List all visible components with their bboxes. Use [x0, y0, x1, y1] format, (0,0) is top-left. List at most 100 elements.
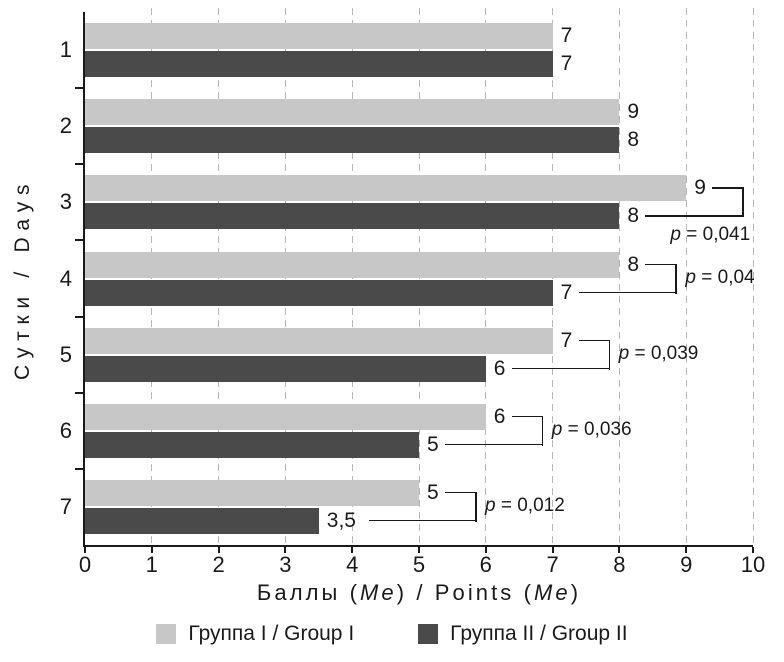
x-tick-label: 6 [479, 552, 492, 577]
bar-group1-day3 [85, 175, 687, 202]
y-axis-tick [75, 163, 83, 166]
bar-group2-day4 [85, 279, 553, 306]
x-axis-title-part: ) / Points ( [396, 580, 534, 605]
legend-item-group1: Группа I / Group I [156, 622, 354, 646]
y-axis-tick [75, 239, 83, 242]
legend-label-group2: Группа II / Group II [450, 622, 628, 645]
bar-group1-day1 [85, 23, 553, 50]
legend-label-group1: Группа I / Group I [188, 622, 355, 645]
bar-value-label: 7 [560, 52, 573, 76]
x-axis-tick [351, 547, 354, 553]
p-bracket-vertical [742, 187, 744, 218]
x-axis-tick [217, 547, 220, 553]
x-axis-tick [284, 547, 287, 553]
x-tick-label: 9 [680, 552, 693, 577]
bar-value-label: 7 [560, 328, 573, 352]
bar-value-label: 7 [560, 280, 573, 304]
x-axis-title-part: ) [570, 580, 582, 605]
y-tick-label: 7 [59, 493, 72, 519]
y-tick-label: 1 [59, 37, 72, 63]
bar-value-label: 9 [694, 176, 706, 200]
p-bracket-vertical [608, 339, 611, 370]
x-axis-tick [84, 547, 86, 553]
group2-swatch-icon [418, 624, 439, 644]
legend: Группа I / Group I Группа II / Group II [0, 622, 784, 646]
y-axis-line [83, 12, 85, 545]
x-axis-tick [484, 547, 487, 553]
y-axis-tick [75, 467, 83, 470]
bar-value-label: 8 [627, 204, 640, 228]
y-tick-label: 4 [59, 265, 72, 291]
bar-value-label: 9 [627, 100, 640, 124]
bar-group2-day5 [85, 355, 486, 382]
p-value-label: p = 0,04 [685, 266, 755, 288]
bar-group1-day5 [85, 327, 553, 354]
p-bracket-bottom [368, 519, 477, 522]
x-axis-tick [551, 547, 554, 553]
p-bracket-vertical [675, 263, 677, 294]
bar-value-label: 5 [427, 432, 439, 456]
bar-value-label: 6 [493, 356, 506, 380]
p-bracket-top [445, 491, 477, 494]
x-axis-tick [418, 547, 420, 553]
p-value-label: p = 0,039 [618, 342, 699, 364]
gridline-x10 [752, 8, 754, 545]
x-axis-tick [752, 547, 754, 553]
p-bracket-vertical [475, 491, 477, 522]
y-axis-tick [75, 391, 83, 394]
p-bracket-top [578, 339, 611, 342]
bar-group1-day4 [85, 251, 620, 278]
p-bracket-bottom [645, 215, 744, 217]
gridline-x8 [618, 8, 620, 545]
x-axis-title: Баллы (Me) / Points (Me) [85, 580, 753, 606]
bar-group2-day1 [85, 51, 553, 78]
x-axis-title-part: Баллы ( [256, 580, 361, 605]
bar-value-label: 7 [560, 24, 573, 48]
bar-group2-day2 [85, 127, 620, 154]
p-bracket-top [712, 187, 744, 189]
x-axis-line [83, 545, 753, 547]
p-value-label: p = 0,012 [485, 494, 565, 516]
y-tick-label: 6 [59, 417, 72, 443]
legend-item-group2: Группа II / Group II [418, 622, 628, 646]
x-axis-tick [150, 547, 153, 553]
x-axis-title-italic-part: Me [360, 580, 397, 605]
x-tick-label: 2 [212, 552, 225, 577]
y-axis-tick [75, 315, 83, 318]
gridline-x9 [685, 8, 687, 545]
y-tick-label: 3 [59, 189, 72, 215]
x-tick-label: 3 [279, 552, 292, 577]
x-tick-label: 0 [78, 552, 92, 577]
bar-group1-day2 [85, 99, 620, 126]
bar-group2-day3 [85, 203, 620, 230]
bar-group2-day7 [85, 507, 319, 534]
p-bracket-vertical [541, 415, 544, 446]
bar-value-label: 8 [627, 128, 640, 152]
bar-group1-day7 [85, 479, 419, 506]
x-tick-label: 1 [145, 552, 158, 577]
x-tick-label: 8 [613, 552, 626, 577]
bar-value-label: 3,5 [326, 508, 356, 532]
p-value-label: p = 0,041 [670, 224, 751, 246]
y-tick-label: 5 [59, 341, 72, 367]
group1-swatch-icon [156, 624, 177, 644]
p-bracket-bottom [445, 443, 544, 446]
p-bracket-top [645, 263, 677, 265]
x-tick-label: 7 [546, 552, 559, 577]
bar-group2-day6 [85, 431, 419, 458]
y-tick-label: 2 [59, 113, 72, 139]
p-bracket-top [511, 415, 544, 418]
p-value-label: p = 0,036 [551, 418, 632, 440]
y-axis-tick [75, 87, 83, 90]
x-tick-label: 10 [740, 552, 766, 577]
p-bracket-bottom [578, 291, 677, 293]
bar-group1-day6 [85, 403, 486, 430]
x-axis-tick [618, 547, 621, 553]
bar-value-label: 5 [427, 480, 439, 504]
x-axis-title-italic-part: Me [533, 580, 571, 605]
p-bracket-bottom [511, 367, 611, 370]
x-axis-tick [685, 547, 688, 553]
bar-value-label: 8 [627, 252, 640, 276]
